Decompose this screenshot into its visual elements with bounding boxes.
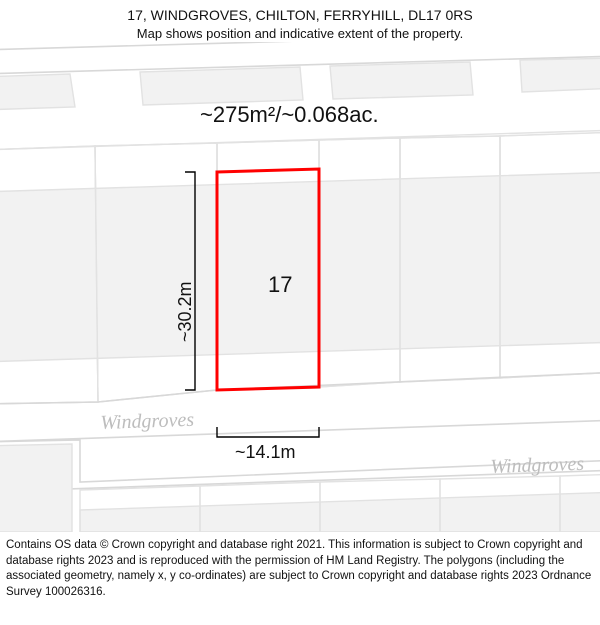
- page-title: 17, WINDGROVES, CHILTON, FERRYHILL, DL17…: [0, 6, 600, 25]
- area-label: ~275m²/~0.068ac.: [200, 102, 379, 128]
- width-dimension-label: ~14.1m: [235, 442, 296, 463]
- road-label: Windgroves: [100, 409, 194, 435]
- house-number-label: 17: [268, 272, 292, 298]
- header: 17, WINDGROVES, CHILTON, FERRYHILL, DL17…: [0, 0, 600, 42]
- page-subtitle: Map shows position and indicative extent…: [0, 25, 600, 43]
- road-label: Windgroves: [490, 453, 584, 479]
- height-dimension-label: ~30.2m: [175, 282, 196, 343]
- map-container: ~275m²/~0.068ac. ~30.2m ~14.1m 17 Windgr…: [0, 42, 600, 532]
- footer-attribution: Contains OS data © Crown copyright and d…: [0, 532, 600, 600]
